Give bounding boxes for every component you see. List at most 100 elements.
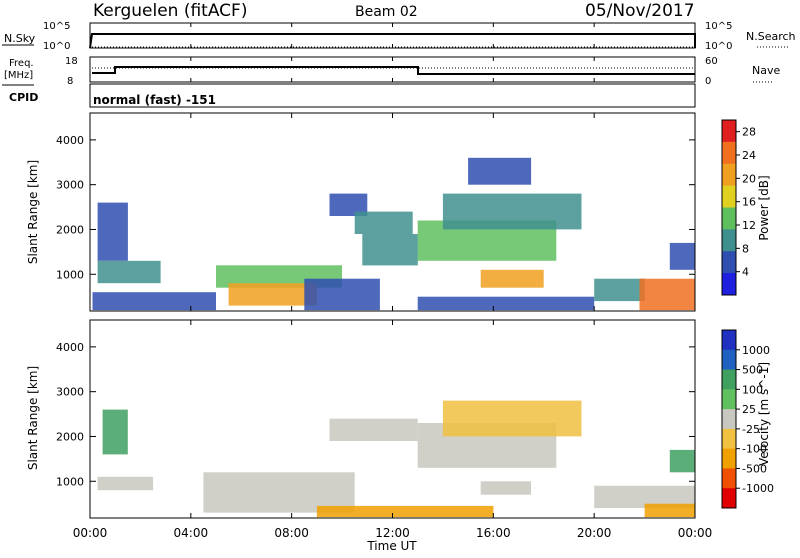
data-region [442, 193, 582, 230]
power-panel: 1000 2000 3000 4000 Slant Range [km] 4 8 12 16… [26, 112, 771, 312]
data-region [669, 449, 695, 473]
data-region [304, 278, 380, 311]
power-ylabel: Slant Range [km] [26, 160, 40, 264]
cpid-label: CPID [9, 91, 38, 104]
data-region [316, 505, 494, 518]
station-title: Kerguelen (fitACF) [93, 1, 247, 21]
power-colorbar-label: Power [dB] [757, 175, 771, 240]
data-region [639, 278, 695, 311]
nsky-tick-bottom: 10^0 [43, 41, 70, 52]
data-region [228, 283, 317, 306]
freq-series [92, 66, 695, 75]
data-region [203, 472, 355, 513]
colorbar-frame [721, 329, 737, 509]
y-tick-label: 3000 [56, 386, 84, 399]
colorbar-swatch [722, 141, 736, 165]
freq-label-2: [MHz] [4, 70, 33, 81]
nave-label: Nave [752, 64, 780, 77]
colorbar-tick-label: 28 [742, 126, 756, 139]
colorbar-tick-label: 25 [742, 403, 756, 416]
power-yticks: 1000 2000 3000 4000 [56, 134, 695, 281]
x-tick-label: 12:00 [375, 526, 410, 540]
colorbar-tick-label: 1000 [742, 344, 770, 357]
freq-label-1: Freq. [9, 58, 34, 69]
colorbar-swatch [722, 428, 736, 450]
colorbar-swatch [722, 207, 736, 230]
cpid-panel: CPID normal (fast) -151 [9, 83, 696, 108]
data-region [329, 418, 418, 441]
colorbar-tick-label: 100 [742, 383, 763, 396]
nsky-series [89, 33, 696, 49]
data-region [480, 269, 544, 288]
data-region [97, 476, 154, 491]
cpid-value: normal (fast) -151 [93, 93, 216, 107]
data-region [329, 193, 368, 216]
colorbar-swatch [722, 468, 736, 489]
colorbar-swatch [722, 251, 736, 274]
colorbar-tick-label: 12 [742, 219, 756, 232]
colorbar-swatch [722, 488, 736, 509]
x-tick-label: 16:00 [476, 526, 511, 540]
data-region [594, 485, 695, 509]
y-tick-label: 1000 [56, 268, 84, 281]
x-tick-label: 08:00 [274, 526, 309, 540]
colorbar-swatch [722, 185, 736, 208]
data-region [102, 409, 128, 455]
nsky-tick-top: 10^5 [43, 21, 70, 32]
nsearch-label: N.Search [746, 30, 796, 43]
nsearch-tick-bottom: 10^0 [705, 41, 732, 52]
x-tick-label: 00:00 [73, 526, 108, 540]
colorbar-tick-label: 8 [742, 242, 749, 255]
nsearch-tick-top: 10^5 [705, 21, 732, 32]
nave-tick-bottom: 0 [705, 76, 711, 87]
nsky-panel: N.Sky 10^5 10^0 10^5 10^0 N.Search [2, 21, 796, 52]
freq-tick-top: 18 [65, 56, 78, 67]
x-tick-label: 20:00 [577, 526, 612, 540]
colorbar-swatch [722, 409, 736, 430]
colorbar-swatch [722, 448, 736, 469]
colorbar-swatch [722, 389, 736, 410]
freq-tick-bottom: 8 [67, 76, 73, 87]
data-region [468, 157, 532, 185]
colorbar-tick-label: -100 [742, 443, 767, 456]
power-cells [92, 157, 695, 311]
nsky-label: N.Sky [4, 32, 36, 45]
colorbar-tick-label: -1000 [742, 482, 774, 495]
velocity-colorbar-label: Velocity [m s^-1] [757, 362, 771, 466]
data-region [354, 211, 413, 234]
colorbar-swatch [722, 120, 736, 143]
velocity-panel: 1000 2000 3000 4000 Slant Range [km] 1000 50… [26, 319, 774, 519]
colorbar-tick-label: -25 [742, 423, 760, 436]
x-axis-ticks: 00:00 04:00 08:00 12:00 16:00 20:00 00:00 [73, 23, 713, 540]
colorbar-swatch [722, 349, 736, 371]
x-tick-label: 04:00 [174, 526, 209, 540]
y-tick-label: 4000 [56, 134, 84, 147]
velocity-yticks: 1000 2000 3000 4000 [56, 341, 695, 488]
data-region [97, 202, 128, 261]
data-region [594, 278, 645, 302]
x-tick-label: 00:00 [678, 526, 713, 540]
x-axis-title: Time UT [366, 539, 417, 553]
data-region [644, 503, 695, 518]
colorbar-swatch [722, 330, 736, 351]
data-region [417, 296, 595, 311]
power-colorbar: 4 8 12 16 20 24 28 [721, 119, 756, 296]
data-region [480, 481, 532, 495]
beam-title: Beam 02 [355, 4, 418, 20]
freq-panel: Freq. [MHz] 18 8 60 0 Nave [2, 56, 780, 87]
y-tick-label: 2000 [56, 430, 84, 443]
velocity-cells [97, 400, 695, 518]
y-tick-label: 2000 [56, 223, 84, 236]
date-title: 05/Nov/2017 [585, 1, 695, 21]
colorbar-tick-label: 16 [742, 196, 756, 209]
velocity-colorbar: 1000 500 100 25 -25 -100 -500 -1000 [721, 329, 774, 509]
data-region [362, 234, 418, 266]
colorbar-tick-label: 24 [742, 149, 756, 162]
data-region [442, 400, 582, 437]
y-tick-label: 4000 [56, 341, 84, 354]
colorbar-swatch [722, 229, 736, 252]
colorbar-tick-label: 20 [742, 172, 756, 185]
data-region [669, 242, 695, 270]
